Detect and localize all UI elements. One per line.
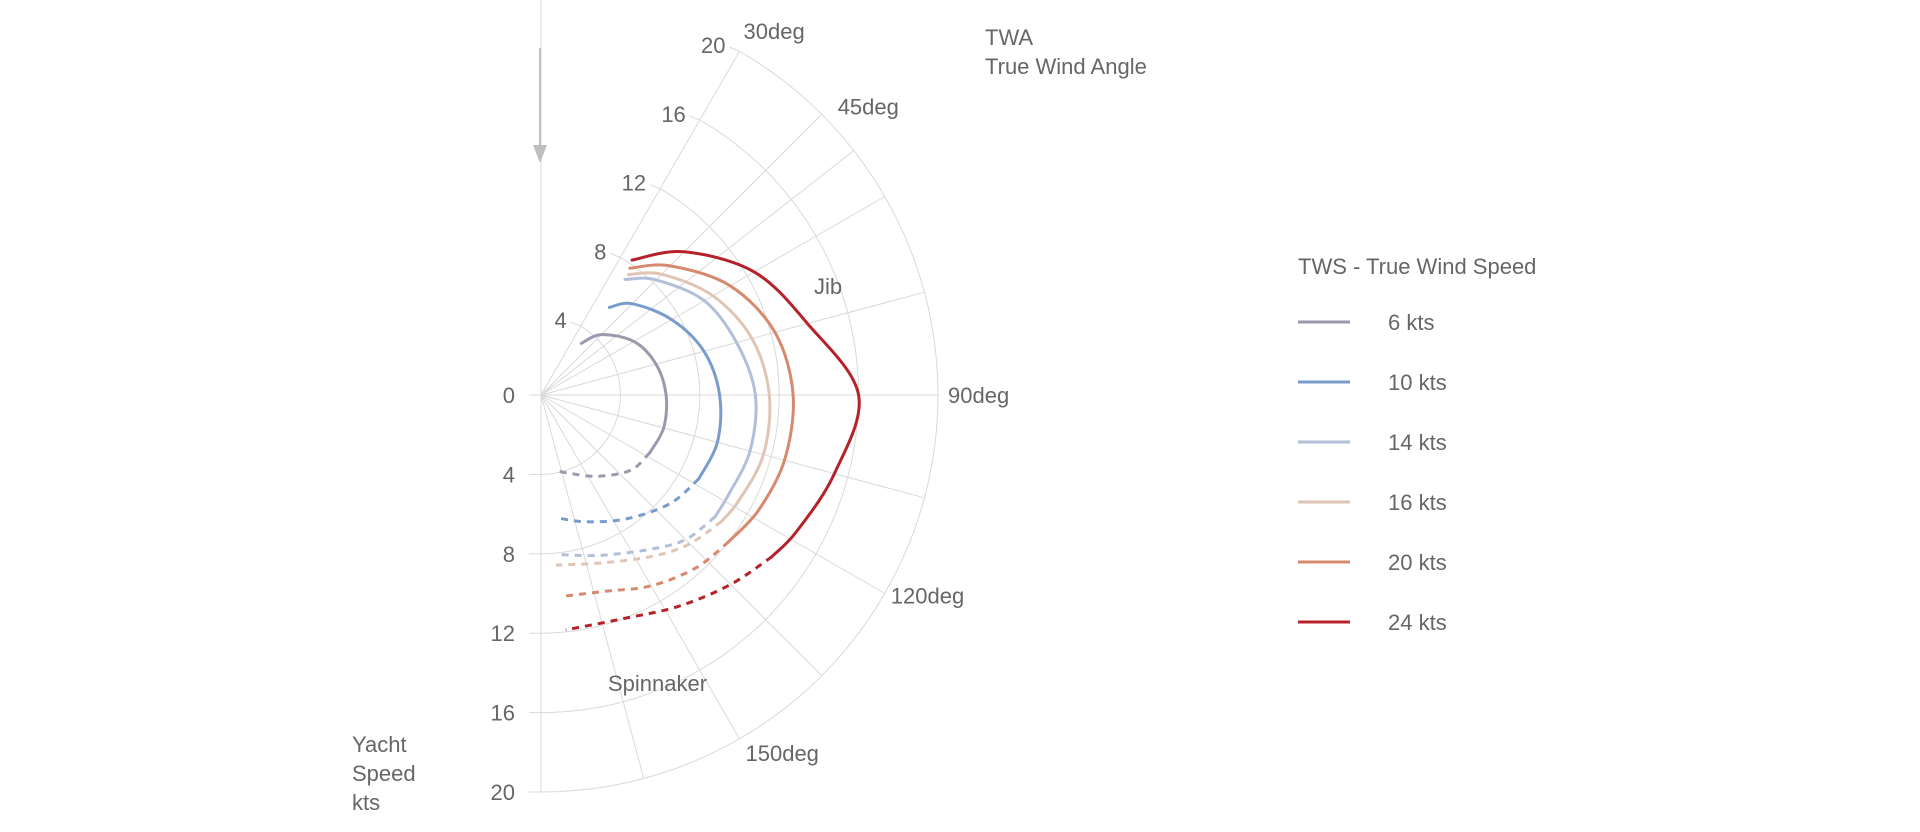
radial-tick-mark [610,253,621,258]
grid-arc-4 [540,325,621,475]
grid-spoke-165 [540,394,645,779]
radius-axis-label-line-2: Speed [352,761,416,786]
series-14-kts-spinnaker-line [560,515,716,558]
grid-spoke-45 [540,113,823,396]
radial-tick-mark [729,46,740,52]
legend-title: TWS - True Wind Speed [1298,254,1536,279]
legend-item-label: 10 kts [1388,370,1447,395]
annotation-jib: Jib [814,274,842,299]
angle-tick-45: 45deg [838,94,899,119]
angle-tick-30: 30deg [744,19,805,44]
grid-arc-12 [540,188,780,634]
legend-item-label: 14 kts [1388,430,1447,455]
legend-item-label: 20 kts [1388,550,1447,575]
series-10-kts-jib-line [607,301,723,481]
legend-items: 6 kts 10 kts 14 kts 16 kts 20 kts 24 kts [1298,310,1447,635]
angle-axis-label-line-1: TWA [985,25,1033,50]
radial-tick-lower: 4 [503,462,515,487]
radial-tick-upper: 8 [594,240,606,265]
series-24-kts-spinnaker-line [565,555,773,632]
radius-axis-label-line-1: Yacht [352,732,407,757]
radial-tick-mark [570,321,581,327]
polar-grid [529,0,939,793]
series-14-kts-jib-line [623,276,758,519]
radial-tick-lower: 16 [491,701,515,726]
series-16-kts-jib-line [627,271,772,523]
legend: TWS - True Wind Speed 6 kts 10 kts 14 kts 1… [1298,254,1536,635]
legend-item-label: 16 kts [1388,490,1447,515]
angle-tick-150: 150deg [746,741,819,766]
grid-spoke-135 [540,394,823,677]
series-layer [555,250,861,632]
series-16-kts-spinnaker-line [555,520,723,567]
grid-spoke-120 [540,394,886,594]
series-6-kts-jib-line [579,333,669,455]
grid-arc-20 [540,50,939,793]
legend-item-label: 24 kts [1388,610,1447,635]
wind-direction-arrow-icon [533,48,547,163]
series-20-kts-jib-line [628,263,795,544]
radial-tick-lower: 8 [503,542,515,567]
grid-spoke-30 [540,50,740,396]
radial-tick-lower: 12 [491,621,515,646]
angle-tick-120: 120deg [891,584,964,609]
radial-tick-lower: 20 [491,780,515,805]
annotation-spinnaker: Spinnaker [608,671,707,696]
radial-tick-mark [649,184,661,190]
series-20-kts-spinnaker-line [562,540,730,598]
radial-tick-mark [689,115,700,121]
radial-tick-lower: 0 [503,383,515,408]
legend-item-label: 6 kts [1388,310,1434,335]
angle-tick-90: 90deg [948,383,1009,408]
radius-axis-label-line-3: kts [352,790,380,815]
grid-arc-8 [540,257,701,555]
series-24-kts-jib-line [630,250,861,559]
radial-tick-upper: 16 [661,102,685,127]
grid-spoke-150 [540,394,740,740]
grid-spoke-75 [540,291,925,396]
series-6-kts-spinnaker-line [556,451,651,478]
radial-tick-upper: 20 [701,33,725,58]
angle-axis-label-line-2: True Wind Angle [985,54,1147,79]
grid-spoke-105 [540,394,925,499]
series-10-kts-spinnaker-line [560,477,700,524]
radial-tick-upper: 12 [622,171,646,196]
radial-tick-upper: 4 [554,308,566,333]
tick-labels: 0 4 4 8 8 12 12 16 16 20 20 30deg 45deg 90deg 120deg 15… [491,19,1010,805]
grid-arc-16 [540,119,860,714]
